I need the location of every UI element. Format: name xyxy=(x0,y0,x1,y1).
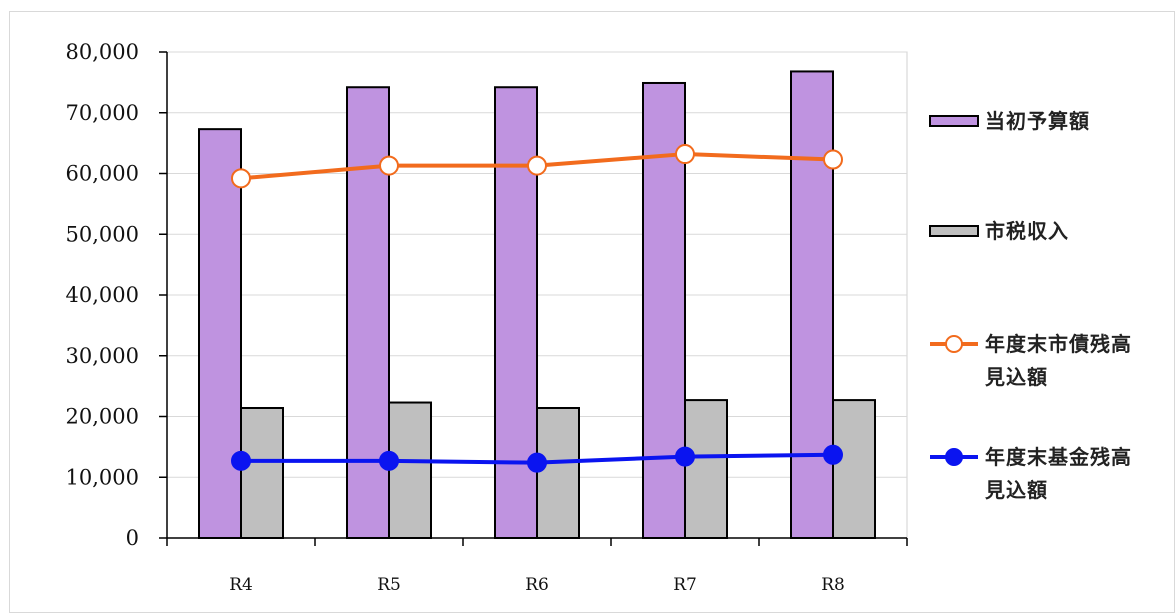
bar-tax-revenue xyxy=(240,406,284,539)
bar-tax-revenue xyxy=(388,401,432,539)
point-municipal-bond xyxy=(527,155,547,176)
bar-budget xyxy=(346,86,390,540)
point-fund-balance xyxy=(823,444,843,465)
y-tick-label: 40,000 xyxy=(66,283,139,307)
chart: 0 10,000 20,000 30,000 40,000 50,000 60,000 70,… xyxy=(66,40,1132,595)
y-tick-label: 50,000 xyxy=(66,222,139,246)
legend-marker xyxy=(945,448,963,466)
x-tick-label: R6 xyxy=(525,575,549,595)
bar-tax-revenue xyxy=(832,399,876,539)
legend-label: 年度末基金残高 xyxy=(985,445,1132,469)
x-tick-label: R4 xyxy=(229,575,253,595)
y-tick-label: 20,000 xyxy=(66,405,139,429)
legend-label: 市税収入 xyxy=(985,219,1069,243)
y-tick-label: 0 xyxy=(126,526,139,550)
legend-label: 見込額 xyxy=(985,478,1048,502)
legend-label: 当初予算額 xyxy=(985,109,1090,133)
point-fund-balance xyxy=(231,450,251,471)
legend-marker xyxy=(945,335,963,353)
legend-swatch xyxy=(929,225,979,237)
bar-tax-revenue xyxy=(536,406,580,539)
point-municipal-bond xyxy=(231,168,251,189)
y-tick-label: 70,000 xyxy=(66,101,139,125)
bar-budget xyxy=(198,128,242,539)
bar-budget xyxy=(790,70,834,539)
point-fund-balance xyxy=(379,450,399,471)
legend-swatch xyxy=(929,115,979,127)
y-tick-label: 30,000 xyxy=(66,344,139,368)
bar-tax-revenue xyxy=(684,399,728,539)
y-tick-label: 80,000 xyxy=(66,40,139,64)
chart-frame: 0 10,000 20,000 30,000 40,000 50,000 60,000 70,… xyxy=(9,11,1175,613)
y-tick-label: 10,000 xyxy=(66,465,139,489)
x-tick-label: R8 xyxy=(821,575,845,595)
point-municipal-bond xyxy=(823,149,843,170)
legend-label: 見込額 xyxy=(985,365,1048,389)
point-fund-balance xyxy=(527,452,547,473)
x-tick-label: R7 xyxy=(673,575,697,595)
point-fund-balance xyxy=(675,446,695,467)
x-tick-label: R5 xyxy=(377,575,401,595)
y-tick-label: 60,000 xyxy=(66,162,139,186)
point-municipal-bond xyxy=(675,144,695,165)
legend-label: 年度末市債残高 xyxy=(985,332,1132,356)
point-municipal-bond xyxy=(379,155,399,176)
